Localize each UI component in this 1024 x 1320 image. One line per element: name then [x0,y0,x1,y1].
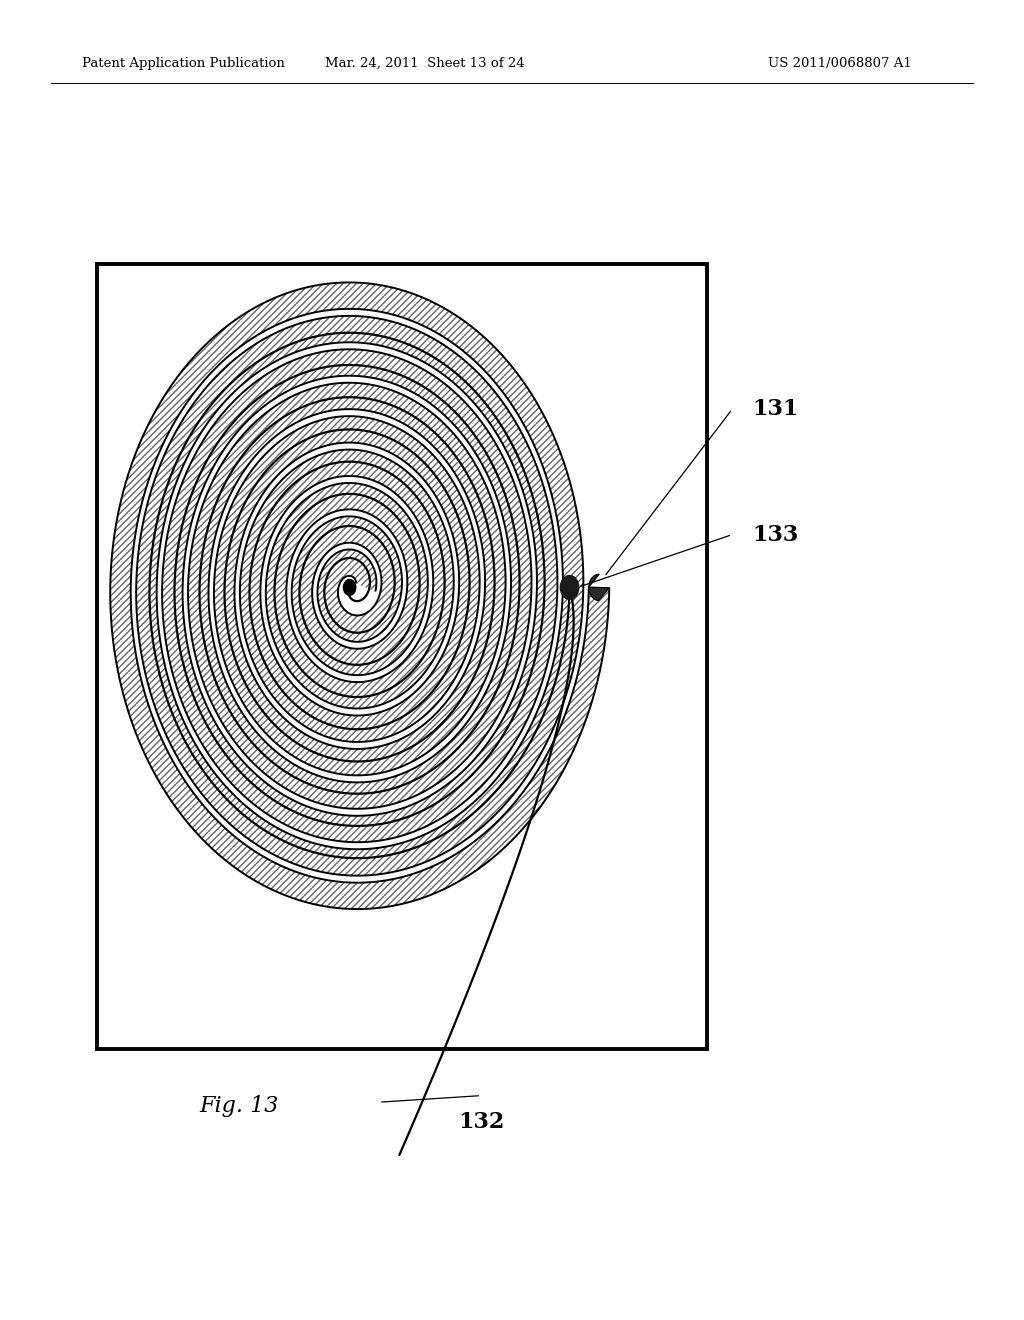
Text: 131: 131 [753,399,799,420]
Circle shape [343,579,355,595]
Text: Fig. 13: Fig. 13 [200,1096,280,1117]
Polygon shape [589,574,609,601]
Text: 132: 132 [458,1111,505,1133]
Text: Mar. 24, 2011  Sheet 13 of 24: Mar. 24, 2011 Sheet 13 of 24 [326,57,524,70]
Text: 133: 133 [753,524,799,545]
Text: US 2011/0068807 A1: US 2011/0068807 A1 [768,57,911,70]
Polygon shape [111,282,609,909]
Circle shape [560,576,579,599]
Bar [97,264,707,1049]
Text: Patent Application Publication: Patent Application Publication [82,57,285,70]
